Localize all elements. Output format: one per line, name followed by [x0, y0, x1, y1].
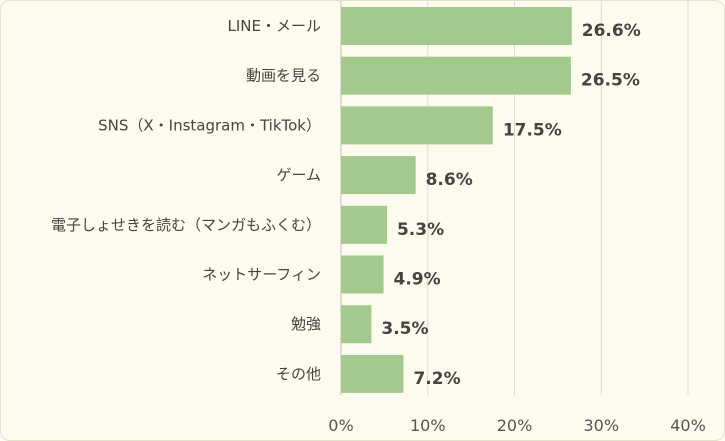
category-label: LINE・メール [228, 17, 321, 35]
bar [341, 56, 571, 95]
tick-label: 20% [497, 416, 533, 435]
data-label: 8.6% [426, 170, 473, 190]
data-label: 4.9% [394, 270, 441, 290]
tick-label: 30% [583, 416, 619, 435]
data-label: 17.5% [503, 120, 562, 140]
category-label: その他 [276, 365, 321, 383]
category-label: 電子しょせきを読む（マンガもふくむ） [51, 216, 321, 234]
category-label: SNS（X・Instagram・TikTok） [98, 116, 321, 134]
bar [341, 156, 416, 195]
bar [341, 106, 493, 145]
tick-label: 40% [670, 416, 706, 435]
bar [341, 255, 384, 294]
data-label: 5.3% [397, 220, 444, 240]
data-label: 3.5% [381, 319, 428, 339]
category-label: 動画を見る [246, 67, 321, 85]
category-label: ネットサーフィン [202, 266, 321, 284]
data-label: 26.6% [582, 21, 641, 41]
category-label: 勉強 [291, 315, 321, 333]
tick-label: 0% [328, 416, 353, 435]
category-label: ゲーム [276, 166, 321, 184]
tick-label: 10% [410, 416, 446, 435]
bar [341, 7, 572, 45]
data-label: 26.5% [581, 71, 640, 91]
data-label: 7.2% [413, 369, 460, 389]
bar [341, 205, 387, 244]
bar [341, 354, 404, 393]
bar [341, 305, 372, 344]
